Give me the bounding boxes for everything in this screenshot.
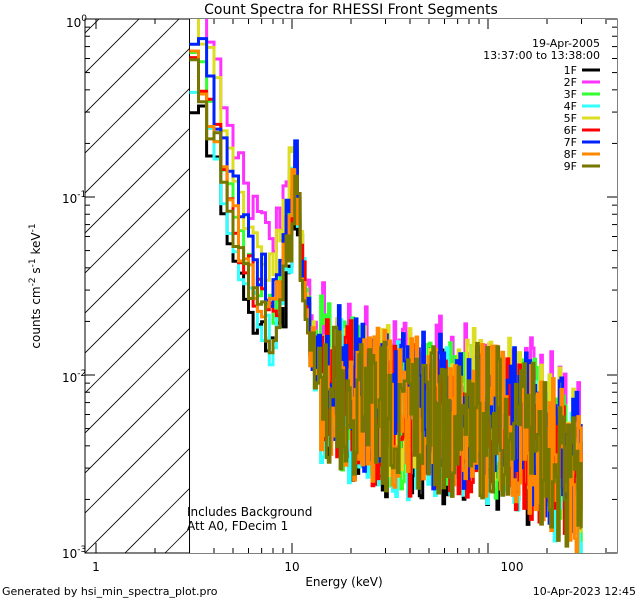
hatch-line [85, 19, 100, 34]
axis-ticks [85, 18, 617, 554]
time-range-label: 13:37:00 to 13:38:00 [483, 49, 600, 62]
legend-label-3F: 3F [564, 88, 577, 101]
y-tick-label-2: 10-2 [62, 369, 86, 385]
legend-label-4F: 4F [564, 100, 577, 113]
x-tick-label-10: 10 [284, 560, 299, 574]
legend-label-7F: 7F [564, 136, 577, 149]
footer-generated-by: Generated by hsi_min_spectra_plot.pro [2, 585, 218, 598]
y-tick-label-3: 10-3 [62, 545, 86, 561]
legend-label-5F: 5F [564, 112, 577, 125]
y-tick-label-0: 100 [66, 14, 87, 30]
y-tick-label-1: 10-1 [62, 190, 86, 206]
series-group [189, 19, 583, 553]
date-label: 19-Apr-2005 [532, 37, 600, 50]
legend-label-1F: 1F [564, 64, 577, 77]
series-line-9F [189, 58, 583, 548]
x-tick-label-100: 100 [501, 560, 524, 574]
legend-label-8F: 8F [564, 148, 577, 161]
chart-title: Count Spectra for RHESSI Front Segments [204, 2, 498, 18]
hatch-line [85, 19, 140, 74]
y-axis-label: counts cm-2 s-1 keV-1 [28, 223, 43, 348]
legend-label-2F: 2F [564, 76, 577, 89]
legend-label-6F: 6F [564, 124, 577, 137]
note-attenuator: Att A0, FDecim 1 [187, 519, 288, 533]
hatch-line [85, 19, 220, 154]
legend-label-9F: 9F [564, 160, 577, 173]
note-background: Includes Background [187, 505, 312, 519]
footer-timestamp: 10-Apr-2023 12:45 [533, 585, 636, 598]
x-axis-label: Energy (keV) [305, 575, 382, 589]
hatch-line [0, 0, 125, 553]
x-tick-label-1: 1 [92, 560, 100, 574]
hatch-line [85, 19, 180, 114]
